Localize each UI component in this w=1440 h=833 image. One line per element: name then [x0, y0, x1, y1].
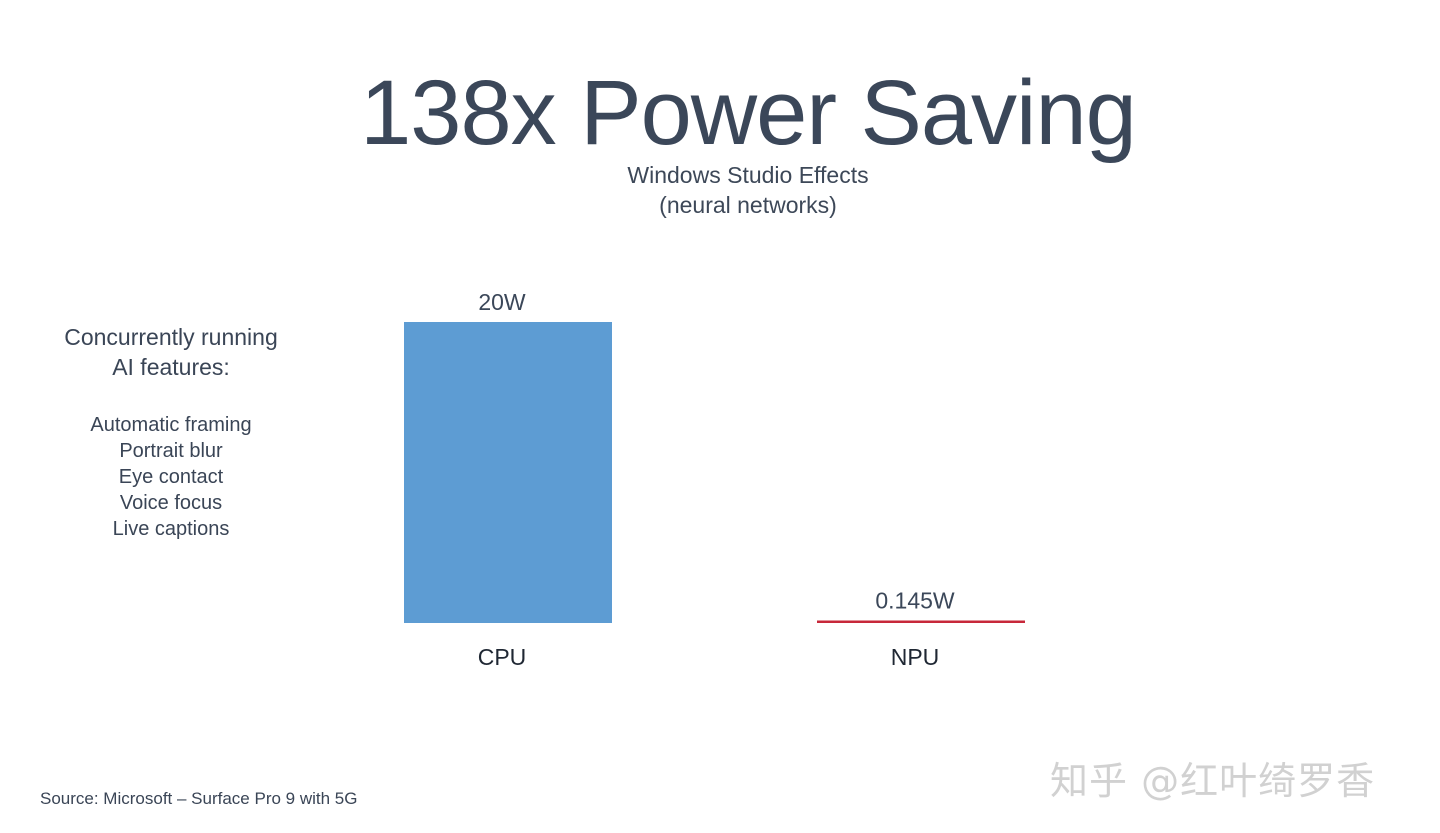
ai-features-list: Automatic framing Portrait blur Eye cont… — [20, 412, 322, 542]
category-label-npu: NPU — [891, 644, 940, 670]
ai-features-heading: Concurrently running AI features: — [20, 322, 322, 382]
ai-features-panel: Concurrently running AI features: Automa… — [20, 322, 322, 542]
ai-features-heading-line-1: Concurrently running — [64, 324, 278, 350]
bar-npu — [817, 620, 1025, 623]
chart-subtitle: Windows Studio Effects (neural networks) — [0, 160, 1440, 220]
source-note: Source: Microsoft – Surface Pro 9 with 5… — [40, 789, 358, 808]
category-label-cpu: CPU — [478, 644, 527, 670]
subtitle-line-1: Windows Studio Effects — [627, 162, 869, 188]
page-title: 138x Power Saving — [360, 62, 1137, 164]
ai-feature-item: Voice focus — [119, 492, 223, 514]
bar-cpu — [404, 322, 612, 623]
subtitle-line-2: (neural networks) — [659, 192, 837, 218]
ai-feature-item: Portrait blur — [119, 440, 223, 462]
data-label-npu: 0.145W — [875, 588, 955, 614]
ai-feature-item: Automatic framing — [90, 414, 252, 436]
data-label-cpu: 20W — [478, 289, 526, 315]
watermark: 知乎 @红叶绮罗香 — [1050, 759, 1376, 803]
ai-feature-item: Eye contact — [118, 466, 224, 488]
ai-feature-item: Live captions — [112, 518, 230, 540]
ai-features-heading-line-2: AI features: — [112, 354, 230, 380]
